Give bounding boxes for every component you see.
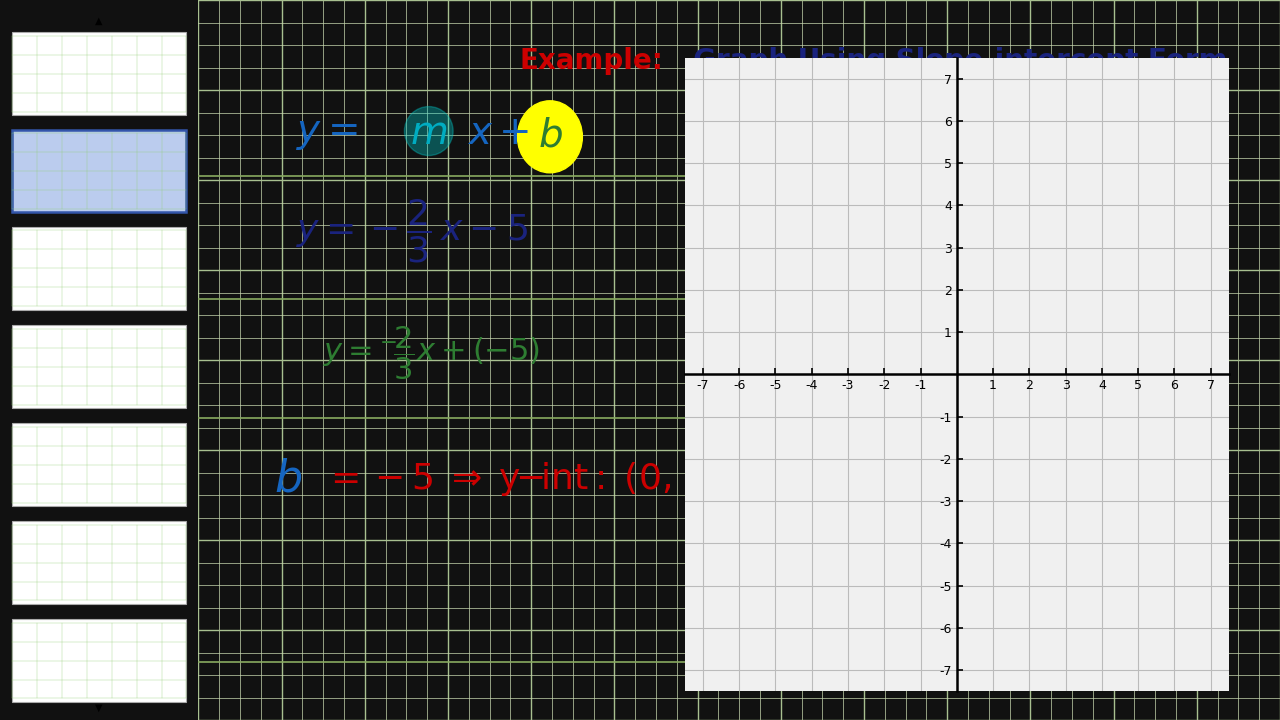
Ellipse shape: [404, 107, 453, 156]
Bar: [12, 521, 187, 604]
Bar: [12, 325, 187, 408]
Bar: [12, 619, 187, 702]
Text: $= -5\;\Rightarrow\; \mathrm{y\!\!-\!\!int:}\;(0,-5)$: $= -5\;\Rightarrow\; \mathrm{y\!\!-\!\!i…: [323, 460, 759, 498]
Bar: [12, 423, 187, 506]
Bar: [12, 130, 187, 212]
Text: Example:: Example:: [520, 48, 663, 75]
Text: $b$: $b$: [274, 457, 302, 500]
Ellipse shape: [517, 101, 582, 173]
Text: $b$: $b$: [538, 117, 562, 154]
Bar: [12, 32, 187, 115]
Text: $y = $: $y = $: [296, 114, 358, 152]
Text: $y = {}^{-}\!\dfrac{2}{3}x + (-5)$: $y = {}^{-}\!\dfrac{2}{3}x + (-5)$: [323, 324, 540, 382]
Text: ▼: ▼: [96, 703, 102, 713]
Text: ▲: ▲: [96, 16, 102, 26]
Text: $y = -\dfrac{2}{3}\,x - 5$: $y = -\dfrac{2}{3}\,x - 5$: [296, 198, 527, 266]
Text: $x + $: $x + $: [467, 114, 529, 152]
Bar: [12, 227, 187, 310]
Text: $m$: $m$: [410, 114, 448, 152]
Text: Graph Using Slope-intercept Form: Graph Using Slope-intercept Form: [675, 48, 1228, 75]
